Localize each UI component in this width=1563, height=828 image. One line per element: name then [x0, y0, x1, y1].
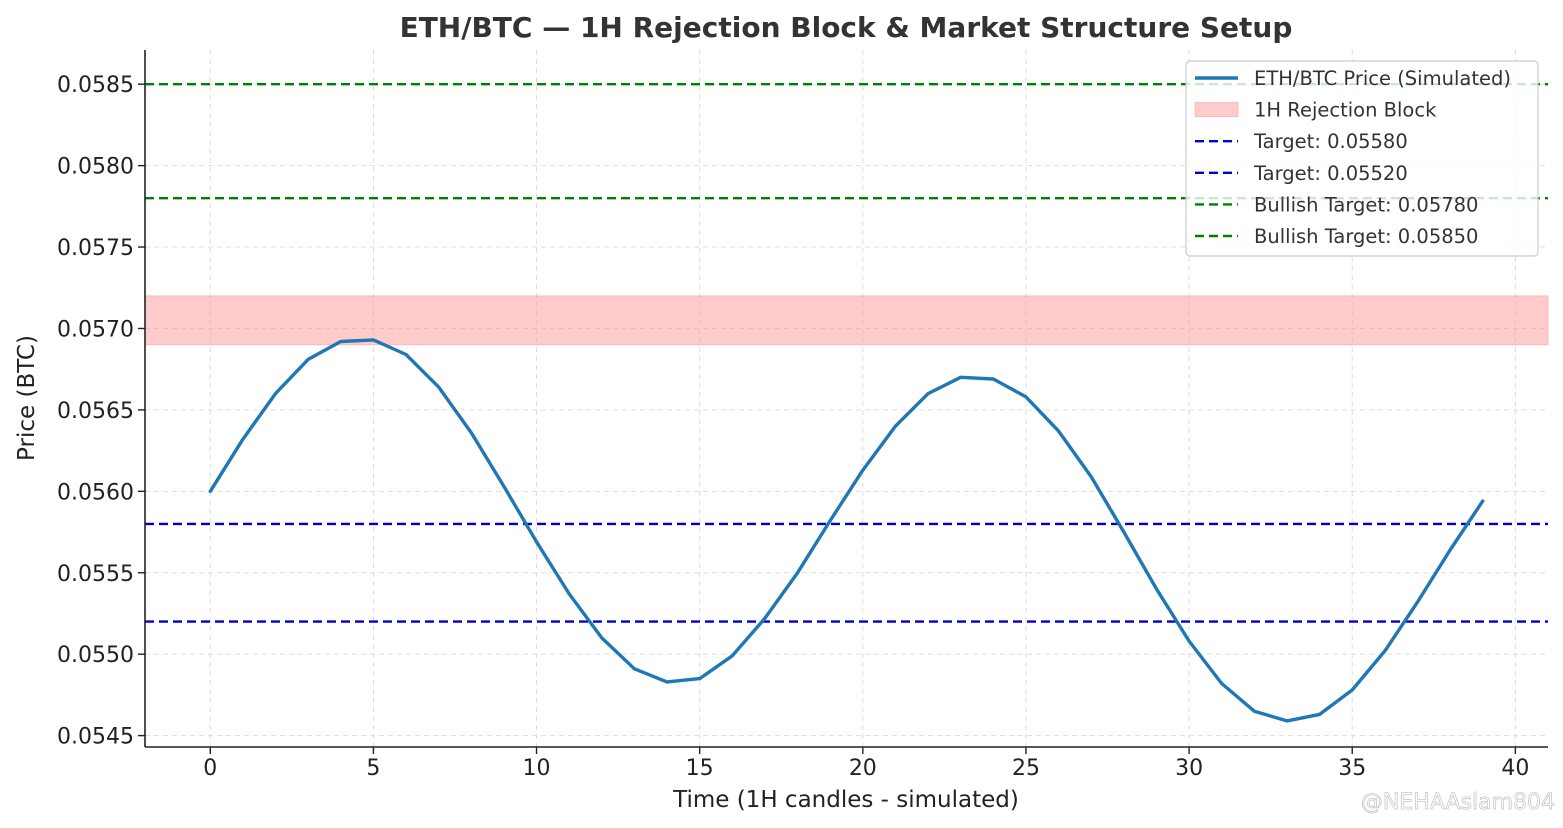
watermark-text: @NEHAAslam804 [1361, 790, 1555, 815]
y-tick-label: 0.0555 [57, 562, 134, 587]
x-tick-label: 35 [1338, 756, 1366, 781]
legend-swatch [1194, 102, 1239, 118]
y-tick-label: 0.0565 [57, 399, 134, 424]
x-tick-label: 0 [203, 756, 217, 781]
y-tick-label: 0.0575 [57, 236, 134, 261]
x-tick-label: 5 [366, 756, 380, 781]
y-tick-label: 0.0570 [57, 317, 134, 342]
legend-label: ETH/BTC Price (Simulated) [1254, 67, 1511, 90]
price-line [208, 338, 1485, 723]
chart-title: ETH/BTC — 1H Rejection Block & Market St… [400, 11, 1293, 44]
x-tick-label: 10 [523, 756, 551, 781]
legend-label: 1H Rejection Block [1254, 99, 1437, 122]
x-tick-label: 25 [1012, 756, 1040, 781]
legend-box [1185, 60, 1539, 257]
x-axis-label: Time (1H candles - simulated) [672, 787, 1019, 813]
y-tick-label: 0.0550 [57, 643, 134, 668]
legend-label: Bullish Target: 0.05850 [1254, 225, 1478, 248]
y-axis-label: Price (BTC) [14, 335, 40, 461]
y-tick-label: 0.0585 [57, 73, 134, 98]
legend-label: Target: 0.05580 [1253, 130, 1408, 153]
y-tick-label: 0.0545 [57, 725, 134, 750]
price-series [208, 338, 1485, 723]
legend-label: Bullish Target: 0.05780 [1254, 193, 1478, 216]
axes: 0 5 10 15 20 25 30 35 40 0.0545 0.0550 0.0555 0.056… [57, 50, 1548, 781]
x-tick-label: 15 [686, 756, 714, 781]
x-tick-label: 40 [1501, 756, 1529, 781]
legend: ETH/BTC Price (Simulated) 1H Rejection Bl… [1185, 60, 1539, 257]
rejection-block-band [144, 295, 1549, 346]
y-tick-label: 0.0560 [57, 480, 134, 505]
y-tick-label: 0.0580 [57, 155, 134, 180]
x-tick-label: 20 [849, 756, 877, 781]
legend-label: Target: 0.05520 [1253, 162, 1408, 185]
grid [145, 50, 1548, 747]
rejection-block-rect [144, 295, 1549, 346]
x-tick-label: 30 [1175, 756, 1203, 781]
